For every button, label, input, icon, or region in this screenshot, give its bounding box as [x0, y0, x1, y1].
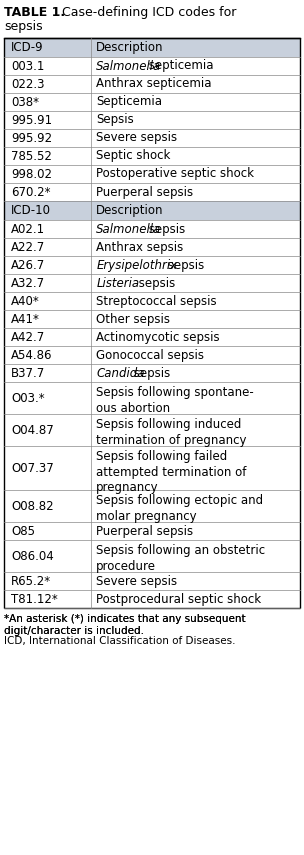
Text: Sepsis: Sepsis: [96, 114, 134, 127]
Text: Septic shock: Septic shock: [96, 150, 171, 162]
Text: O07.37: O07.37: [11, 462, 54, 475]
Text: 670.2*: 670.2*: [11, 186, 50, 198]
Bar: [4, 165, 300, 183]
Text: Puerperal sepsis: Puerperal sepsis: [96, 524, 193, 538]
Text: ICD-9: ICD-9: [11, 41, 44, 54]
Text: sepsis: sepsis: [135, 276, 175, 290]
Text: Sepsis following spontane-
ous abortion: Sepsis following spontane- ous abortion: [96, 386, 254, 415]
Text: TABLE 1.: TABLE 1.: [4, 6, 65, 19]
Text: T81.12*: T81.12*: [11, 593, 58, 605]
Bar: [4, 57, 300, 75]
Text: Salmonella: Salmonella: [96, 60, 161, 73]
Bar: [4, 129, 300, 147]
Text: Other sepsis: Other sepsis: [96, 312, 170, 326]
Text: 995.92: 995.92: [11, 132, 52, 144]
Bar: [4, 274, 300, 292]
Text: A32.7: A32.7: [11, 276, 45, 290]
Bar: [4, 238, 300, 256]
Text: Postoperative septic shock: Postoperative septic shock: [96, 168, 254, 180]
Bar: [4, 346, 300, 364]
Text: 038*: 038*: [11, 96, 39, 109]
Text: Erysipelothrix: Erysipelothrix: [96, 258, 178, 272]
Text: A02.1: A02.1: [11, 222, 45, 235]
Text: Sepsis following failed
attempted termination of
pregnancy: Sepsis following failed attempted termin…: [96, 450, 247, 494]
Text: 995.91: 995.91: [11, 114, 52, 127]
Text: Listeria: Listeria: [96, 276, 140, 290]
Bar: [4, 414, 300, 446]
Bar: [4, 183, 300, 201]
Text: sepsis: sepsis: [164, 258, 205, 272]
Bar: [4, 38, 300, 57]
Text: sepsis: sepsis: [130, 367, 171, 380]
Text: Sepsis following induced
termination of pregnancy: Sepsis following induced termination of …: [96, 418, 247, 446]
Text: 998.02: 998.02: [11, 168, 52, 180]
Text: A40*: A40*: [11, 294, 40, 308]
Text: Candida: Candida: [96, 367, 145, 380]
Text: B37.7: B37.7: [11, 367, 45, 380]
Bar: [4, 111, 300, 129]
Text: R65.2*: R65.2*: [11, 575, 51, 587]
Text: Description: Description: [96, 41, 164, 54]
Text: O03.*: O03.*: [11, 392, 45, 404]
Text: A22.7: A22.7: [11, 240, 45, 253]
Bar: [4, 93, 300, 111]
Bar: [4, 220, 300, 238]
Text: Postprocedural septic shock: Postprocedural septic shock: [96, 593, 261, 605]
Text: ICD-10: ICD-10: [11, 204, 51, 217]
Bar: [4, 147, 300, 165]
Text: Anthrax sepsis: Anthrax sepsis: [96, 240, 184, 253]
Bar: [4, 572, 300, 590]
Text: O86.04: O86.04: [11, 550, 54, 563]
Text: A41*: A41*: [11, 312, 40, 326]
Bar: [4, 446, 300, 490]
Text: sepsis: sepsis: [145, 222, 185, 235]
Text: A42.7: A42.7: [11, 331, 45, 344]
Text: Severe sepsis: Severe sepsis: [96, 575, 178, 587]
Bar: [4, 38, 300, 608]
Text: sepsis: sepsis: [4, 20, 43, 33]
Text: *An asterisk (*) indicates that any subsequent digit/character is included.: *An asterisk (*) indicates that any subs…: [4, 614, 246, 635]
Text: 022.3: 022.3: [11, 78, 44, 91]
Text: Actinomycotic sepsis: Actinomycotic sepsis: [96, 331, 220, 344]
Text: *An asterisk (*) indicates that any subsequent
digit/character is included.: *An asterisk (*) indicates that any subs…: [4, 614, 246, 636]
Text: Description: Description: [96, 204, 164, 217]
Text: O04.87: O04.87: [11, 423, 54, 437]
Text: O08.82: O08.82: [11, 499, 54, 512]
Text: A26.7: A26.7: [11, 258, 45, 272]
Text: Severe sepsis: Severe sepsis: [96, 132, 178, 144]
Bar: [4, 328, 300, 346]
Bar: [4, 256, 300, 274]
Text: septicemia: septicemia: [145, 60, 213, 73]
Bar: [4, 292, 300, 310]
Text: Streptococcal sepsis: Streptococcal sepsis: [96, 294, 217, 308]
Bar: [4, 310, 300, 328]
Bar: [4, 382, 300, 414]
Text: Salmonella: Salmonella: [96, 222, 161, 235]
Bar: [4, 75, 300, 93]
Text: O85: O85: [11, 524, 35, 538]
Text: Septicemia: Septicemia: [96, 96, 162, 109]
Text: A54.86: A54.86: [11, 349, 53, 362]
Text: Case-defining ICD codes for: Case-defining ICD codes for: [62, 6, 237, 19]
Text: ICD, International Classification of Diseases.: ICD, International Classification of Dis…: [4, 636, 236, 646]
Text: Gonococcal sepsis: Gonococcal sepsis: [96, 349, 204, 362]
Text: 785.52: 785.52: [11, 150, 52, 162]
Bar: [4, 522, 300, 540]
Bar: [4, 590, 300, 608]
Text: Puerperal sepsis: Puerperal sepsis: [96, 186, 193, 198]
Bar: [4, 490, 300, 522]
Bar: [4, 364, 300, 382]
Text: Sepsis following an obstetric
procedure: Sepsis following an obstetric procedure: [96, 544, 265, 573]
Text: Anthrax septicemia: Anthrax septicemia: [96, 78, 212, 91]
Bar: [4, 201, 300, 220]
Bar: [4, 540, 300, 572]
Text: 003.1: 003.1: [11, 60, 44, 73]
Text: Sepsis following ectopic and
molar pregnancy: Sepsis following ectopic and molar pregn…: [96, 494, 264, 522]
